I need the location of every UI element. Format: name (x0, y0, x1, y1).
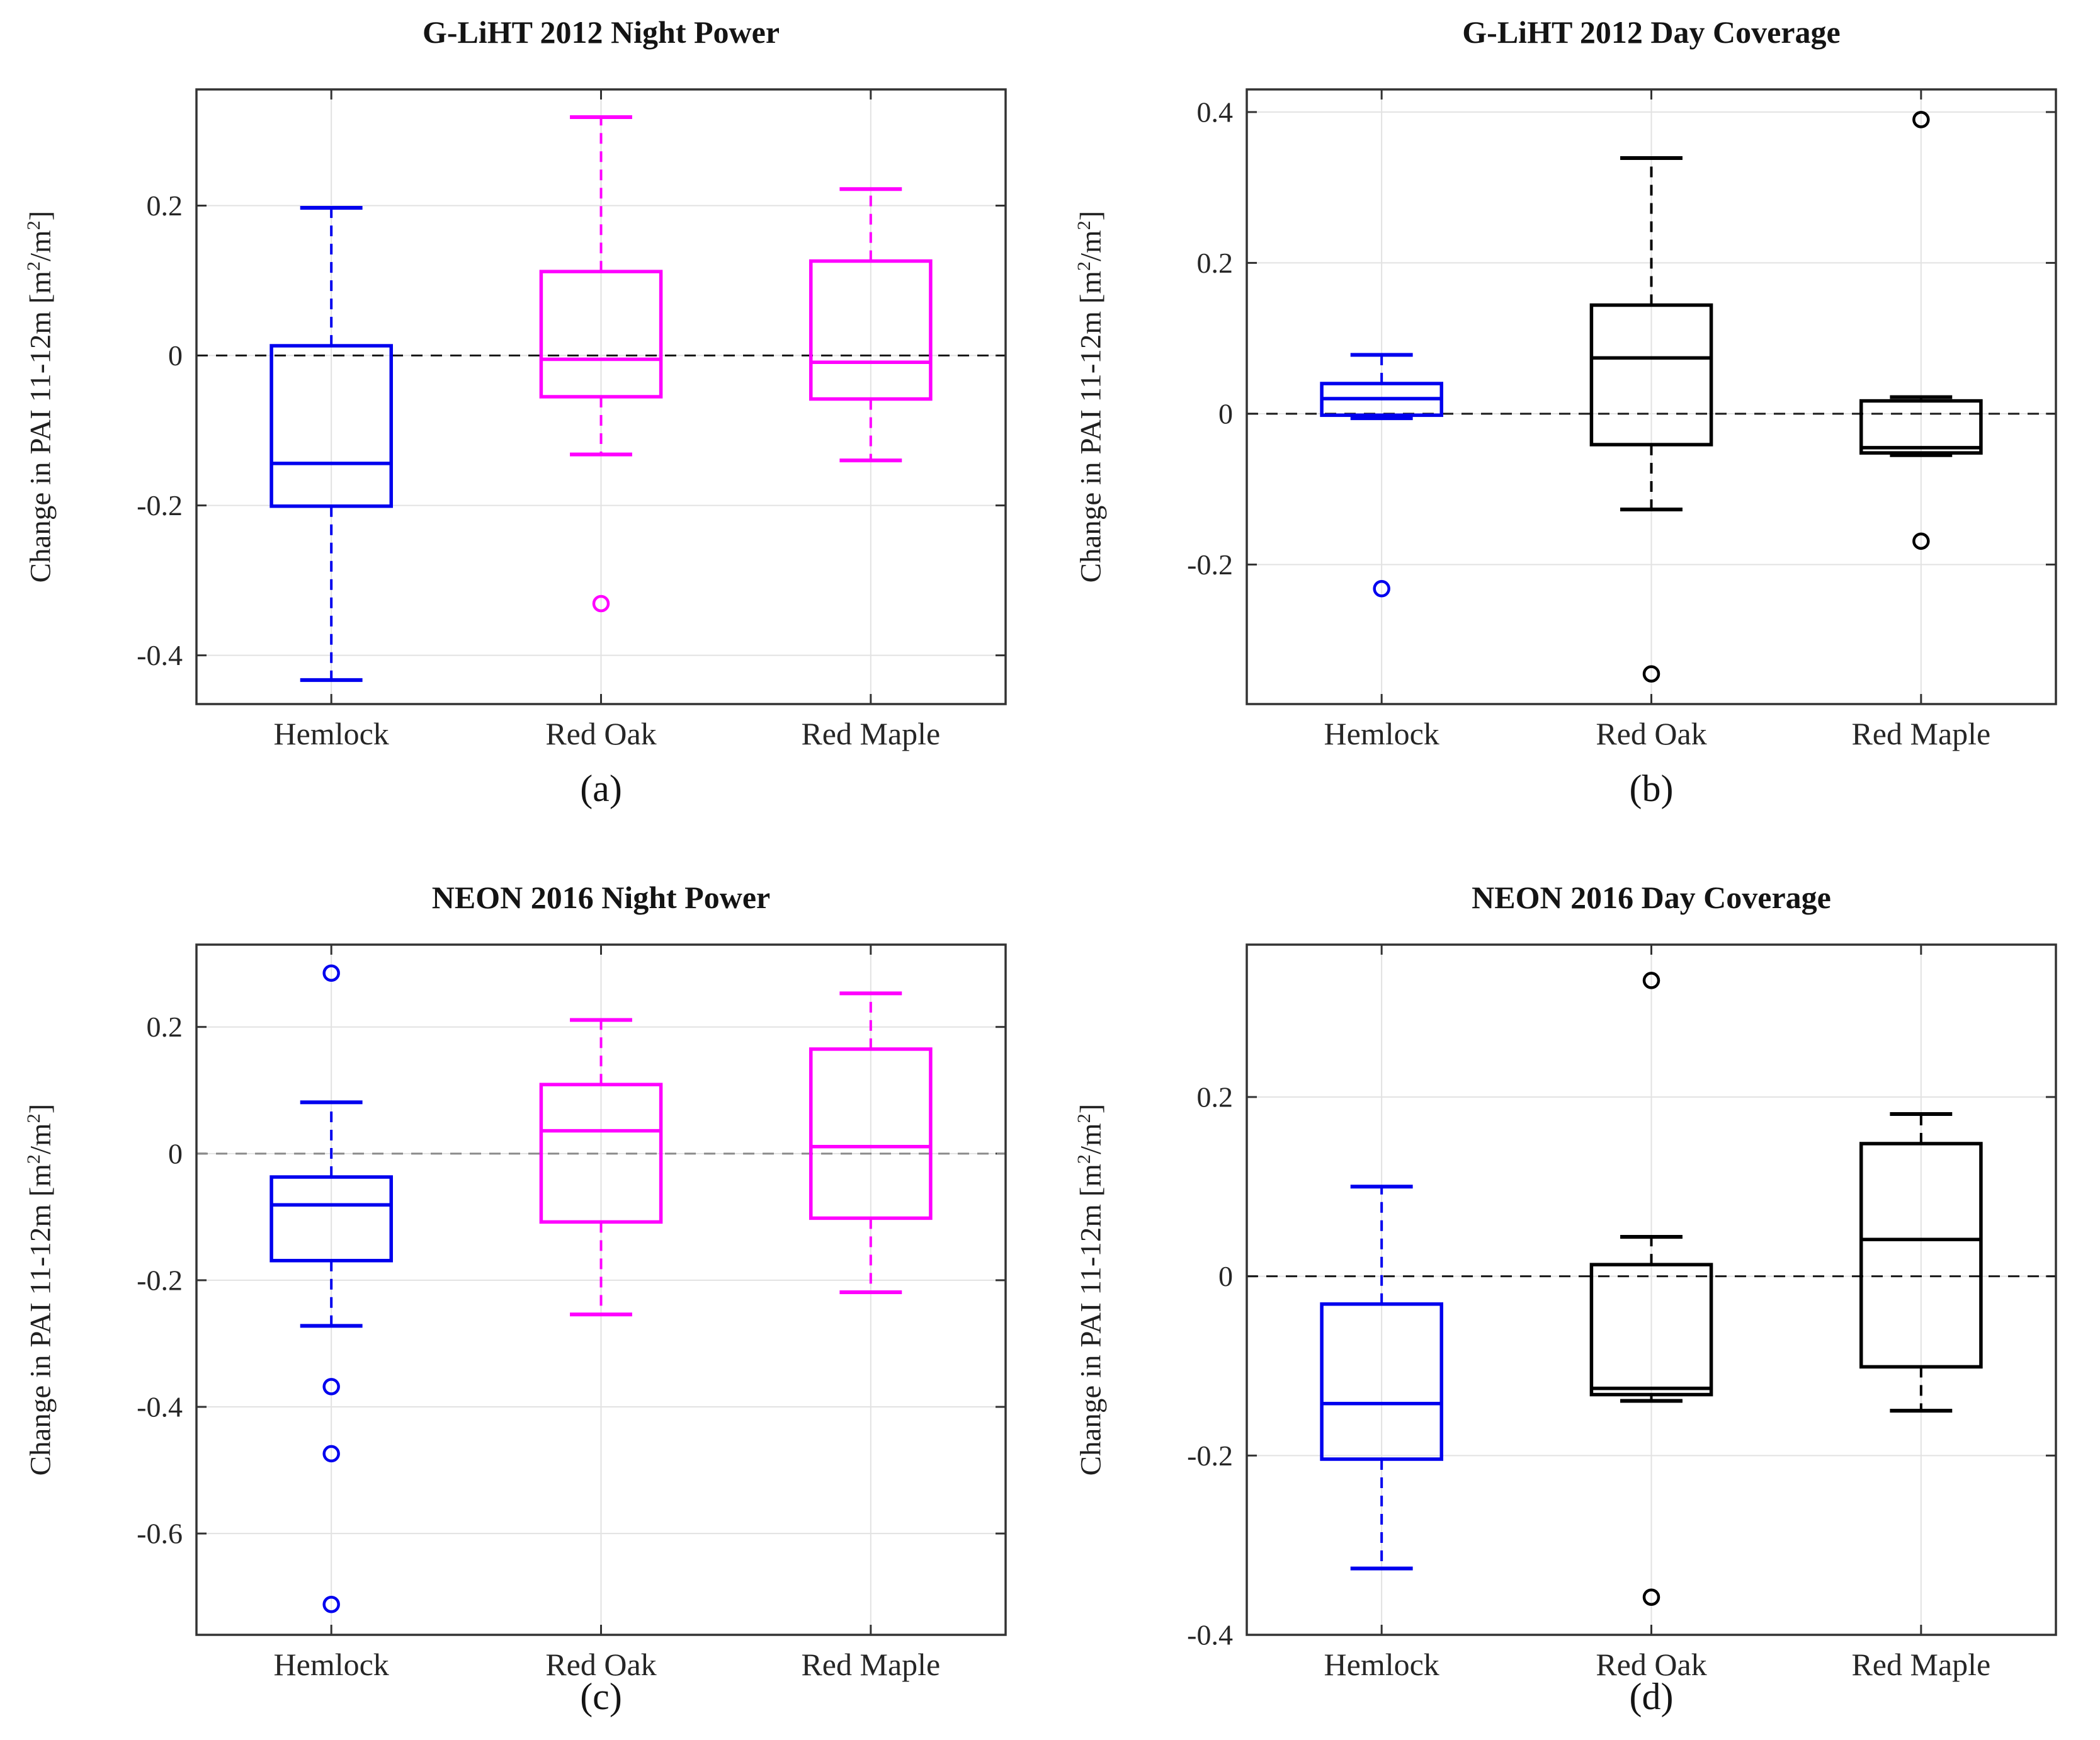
x-tick-label: Red Maple (1851, 1647, 1990, 1682)
panel-a-caption: (a) (580, 768, 622, 809)
panel-d-caption: (d) (1629, 1676, 1674, 1717)
y-tick-label: 0.2 (1197, 1081, 1234, 1113)
panel-d: NEON 2016 Day Coverage Change in PAI 11-… (1050, 870, 2100, 1740)
axes-border (195, 88, 1007, 705)
panel-c-title: NEON 2016 Night Power (431, 880, 771, 915)
x-tick-label: Hemlock (1324, 716, 1439, 751)
axes-border (1246, 943, 2057, 1636)
box-iqr (1859, 399, 1983, 455)
y-tick-label: -0.6 (137, 1518, 183, 1550)
y-tick-label: 0.2 (147, 190, 183, 222)
y-tick-label: 0 (1218, 397, 1233, 429)
x-tick-label: Red Oak (545, 716, 656, 751)
outlier-point (1642, 972, 1660, 989)
box-iqr (1589, 303, 1713, 446)
boxplot-canvas-c: 0.2 0 -0.2 -0.4 -0.6 Hemlock Red Oak Red Maple (137, 943, 1007, 1682)
x-tick-label: Hemlock (274, 716, 389, 751)
panel-c-caption: (c) (580, 1676, 622, 1717)
box-iqr (809, 1047, 933, 1220)
box-iqr (809, 259, 933, 401)
y-tick-label: -0.2 (137, 489, 183, 521)
y-tick-label: -0.2 (1187, 1440, 1233, 1472)
axes-border (1246, 88, 2057, 705)
y-tick-label: -0.4 (1187, 1619, 1233, 1651)
outlier-point (1373, 580, 1390, 598)
box-iqr (1589, 1263, 1713, 1397)
boxplot-canvas-a: 0.2 0 -0.2 -0.4 Hemlock Red Oak Red Maple (137, 88, 1007, 751)
panel-a-title: G-LiHT 2012 Night Power (422, 14, 780, 50)
box-iqr (539, 270, 663, 399)
panel-d-title: NEON 2016 Day Coverage (1472, 880, 1831, 915)
panel-c: NEON 2016 Night Power Change in PAI 11-1… (0, 870, 1050, 1740)
outlier-point (1912, 532, 1930, 550)
boxplot-canvas-d: 0.2 0 -0.2 -0.4 Hemlock Red Oak Red Maple (1187, 943, 2057, 1682)
panel-b-title: G-LiHT 2012 Day Coverage (1462, 14, 1841, 50)
outlier-point (322, 1378, 340, 1396)
x-tick-label: Red Maple (801, 1647, 940, 1682)
box-iqr (270, 1175, 394, 1263)
x-tick-label: Red Oak (545, 1647, 656, 1682)
y-tick-label: -0.2 (137, 1264, 183, 1296)
axes-border (195, 943, 1007, 1636)
outlier-point (1642, 1588, 1660, 1606)
boxplot-canvas-b: 0.4 0.2 0 -0.2 Hemlock Red Oak Red Maple (1187, 88, 2057, 751)
outlier-point (1642, 665, 1660, 683)
outlier-point (322, 1445, 340, 1463)
y-tick-label: 0 (1218, 1260, 1233, 1292)
x-tick-label: Hemlock (274, 1647, 389, 1682)
y-tick-label: -0.4 (137, 1391, 183, 1423)
y-tick-label: -0.2 (1187, 549, 1233, 581)
y-tick-label: 0.2 (1197, 247, 1234, 279)
y-tick-label: 0 (168, 1137, 183, 1169)
outlier-point (1912, 111, 1930, 128)
box-iqr (1859, 1142, 1983, 1369)
y-tick-label: 0.2 (147, 1011, 183, 1043)
panel-a: G-LiHT 2012 Night Power Change in PAI 11… (0, 0, 1050, 870)
panel-b-caption: (b) (1629, 768, 1674, 809)
outlier-point (322, 1595, 340, 1613)
x-tick-label: Red Oak (1596, 716, 1706, 751)
box-iqr (1320, 1302, 1444, 1461)
box-iqr (539, 1083, 663, 1224)
y-tick-label: 0.4 (1197, 96, 1234, 128)
box-iqr (270, 344, 394, 508)
x-tick-label: Red Oak (1596, 1647, 1706, 1682)
x-tick-label: Hemlock (1324, 1647, 1439, 1682)
outlier-point (322, 964, 340, 982)
outlier-point (592, 594, 610, 613)
y-tick-label: -0.4 (137, 639, 183, 671)
y-tick-label: 0 (168, 339, 183, 372)
x-tick-label: Red Maple (801, 716, 940, 751)
panel-b: G-LiHT 2012 Day Coverage Change in PAI 1… (1050, 0, 2100, 870)
x-tick-label: Red Maple (1851, 716, 1990, 751)
